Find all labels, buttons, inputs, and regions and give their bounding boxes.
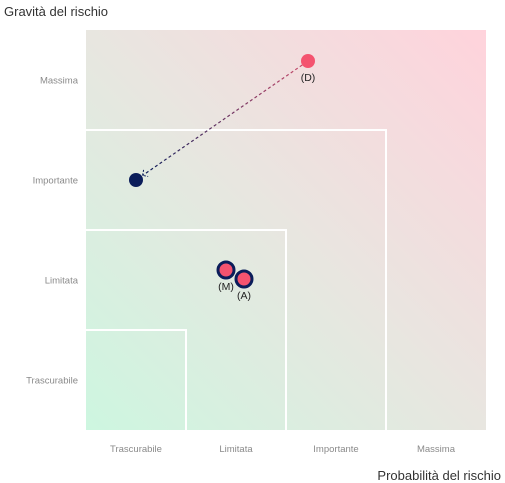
point-label: (A) xyxy=(237,290,251,302)
arrow-head xyxy=(141,169,149,177)
data-point xyxy=(234,269,254,289)
risk-zone-1 xyxy=(86,329,187,430)
x-tick-label: Trascurabile xyxy=(110,444,162,455)
y-tick-labels: Trascurabile Limitata Importante Massima xyxy=(26,76,79,387)
point-label: (M) xyxy=(218,281,234,293)
points-layer: (D) (M)(A) xyxy=(129,54,315,302)
x-tick-label: Limitata xyxy=(219,444,253,455)
y-tick-label: Massima xyxy=(40,76,79,87)
x-tick-labels: Trascurabile Limitata Importante Massima xyxy=(110,444,456,455)
data-point xyxy=(129,173,143,187)
arrow-line xyxy=(142,64,303,176)
arrows-layer xyxy=(141,64,303,177)
y-tick-label: Importante xyxy=(33,176,78,187)
x-tick-label: Importante xyxy=(313,444,358,455)
data-point xyxy=(216,260,236,280)
y-axis-title: Gravità del rischio xyxy=(4,4,108,19)
risk-zone-3 xyxy=(86,129,387,430)
risk-zones xyxy=(86,129,387,430)
risk-zone-2 xyxy=(86,229,287,430)
data-point xyxy=(301,54,315,68)
y-tick-label: Limitata xyxy=(45,276,79,287)
y-tick-label: Trascurabile xyxy=(26,376,78,387)
x-tick-label: Massima xyxy=(417,444,456,455)
point-label: (D) xyxy=(301,72,316,84)
x-axis-title: Probabilità del rischio xyxy=(377,468,501,483)
